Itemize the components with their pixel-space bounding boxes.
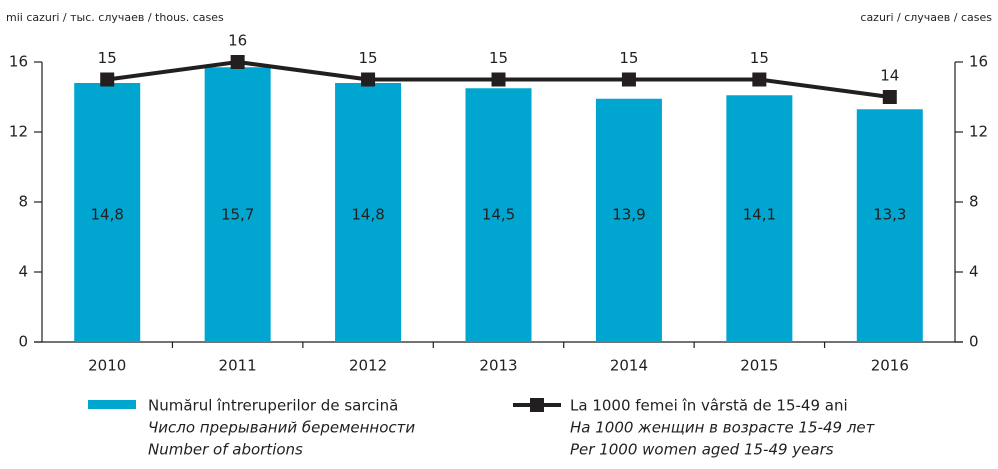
- bar: [465, 88, 532, 342]
- line-marker: [230, 55, 245, 69]
- y2-tick-label: 8: [969, 193, 979, 211]
- bar: [856, 109, 923, 342]
- x-tick-label: 2014: [610, 357, 648, 375]
- legend-swatch: [530, 398, 544, 412]
- line-marker: [752, 72, 767, 87]
- y2-tick-label: 12: [969, 123, 988, 141]
- x-tick-label: 2012: [349, 357, 387, 375]
- y-tick-label: 8: [18, 193, 28, 211]
- bar-label: 14,8: [351, 206, 384, 224]
- y2-tick-label: 4: [969, 263, 979, 281]
- y-tick-label: 16: [9, 53, 28, 71]
- line-label: 15: [359, 49, 378, 67]
- bar-label: 13,3: [873, 206, 906, 224]
- bar-label: 14,5: [482, 206, 515, 224]
- y2-axis-label: cazuri / случаев / cases: [860, 11, 992, 24]
- y-tick-label: 12: [9, 123, 28, 141]
- line-label: 15: [489, 49, 508, 67]
- bar: [204, 67, 271, 342]
- line-marker: [100, 72, 115, 87]
- y-axis-label: mii cazuri / тыс. случаев / thous. cases: [6, 11, 224, 24]
- line-label: 14: [880, 67, 899, 85]
- legend-label: La 1000 femei în vârstă de 15-49 ani: [570, 397, 848, 415]
- x-tick-label: 2015: [740, 357, 778, 375]
- x-tick-label: 2010: [88, 357, 126, 375]
- legend-label: Per 1000 women aged 15-49 years: [570, 441, 834, 459]
- bar-label: 14,1: [743, 206, 776, 224]
- y-tick-label: 4: [18, 263, 28, 281]
- x-tick-label: 2011: [219, 357, 257, 375]
- line-label: 15: [750, 49, 769, 67]
- line-marker: [882, 90, 897, 104]
- bar-label: 15,7: [221, 206, 254, 224]
- bar: [726, 95, 793, 342]
- line-marker: [621, 72, 636, 87]
- legend-label: Numărul întreruperilor de sarcină: [148, 397, 398, 415]
- legend-label: Number of abortions: [148, 441, 303, 459]
- legend-swatch: [88, 400, 136, 409]
- line-marker: [361, 72, 376, 87]
- line-label: 16: [228, 32, 247, 50]
- x-tick-label: 2013: [479, 357, 517, 375]
- line-label: 15: [619, 49, 638, 67]
- y2-tick-label: 16: [969, 53, 988, 71]
- bar-label: 14,8: [91, 206, 124, 224]
- bar-label: 13,9: [612, 206, 645, 224]
- bar: [335, 83, 402, 342]
- x-tick-label: 2016: [871, 357, 909, 375]
- legend-label: На 1000 женщин в возрасте 15-49 лет: [570, 419, 876, 437]
- y-tick-label: 0: [18, 333, 28, 351]
- line-marker: [491, 72, 506, 87]
- bar: [74, 83, 141, 342]
- bar: [595, 98, 662, 342]
- legend-label: Число прерываний беременности: [148, 419, 415, 437]
- y2-tick-label: 0: [969, 333, 979, 351]
- line-label: 15: [98, 49, 117, 67]
